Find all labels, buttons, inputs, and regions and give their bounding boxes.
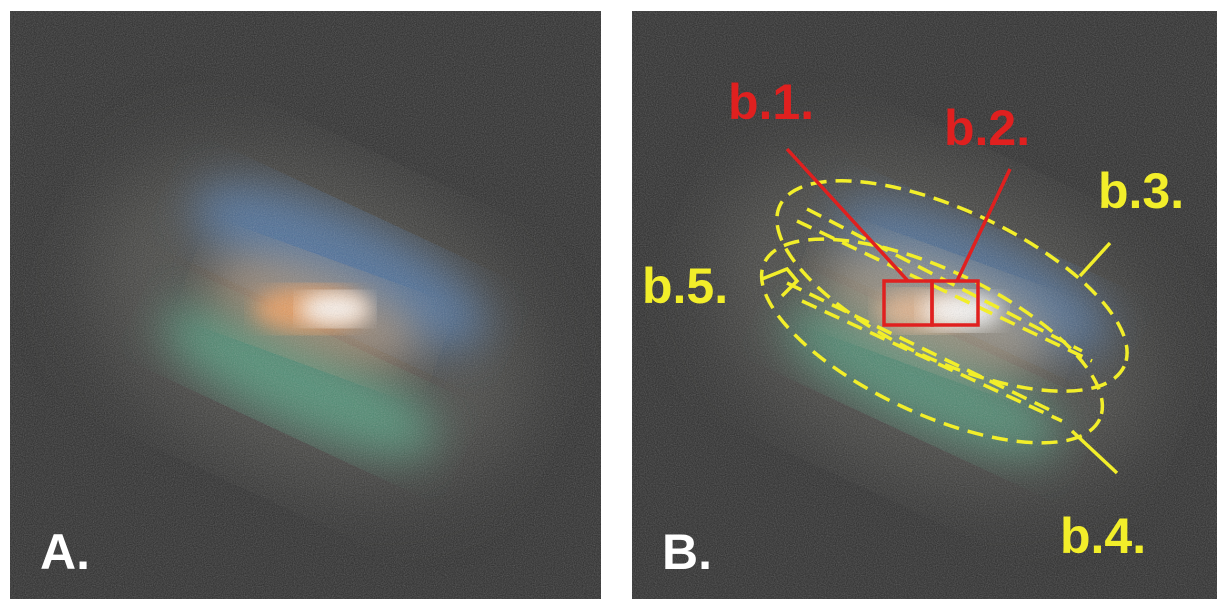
annotation-b4: b.4. [1060, 508, 1147, 564]
annotation-b2: b.2. [944, 100, 1031, 156]
photo-panel-a: A. [10, 11, 601, 599]
leader-b2 [955, 168, 1012, 282]
annotation-b1: b.1. [728, 74, 815, 130]
leader-b5 [761, 266, 800, 298]
annotation-b3: b.3. [1098, 163, 1185, 219]
photo-b-image [632, 11, 1217, 599]
leader-b3 [1078, 241, 1112, 278]
leader-b4 [1070, 429, 1119, 475]
panel-b-label: B. [662, 524, 712, 580]
panel-a-label: A. [40, 524, 90, 580]
photo-panel-b: b.1. b.2. b.3. b.4. b.5. B. [632, 11, 1217, 599]
photo-a-image [10, 11, 601, 599]
leader-b1 [785, 147, 910, 283]
annotation-b5: b.5. [642, 258, 729, 314]
region-b2-box [930, 279, 980, 327]
region-b4-outline [759, 237, 1105, 445]
